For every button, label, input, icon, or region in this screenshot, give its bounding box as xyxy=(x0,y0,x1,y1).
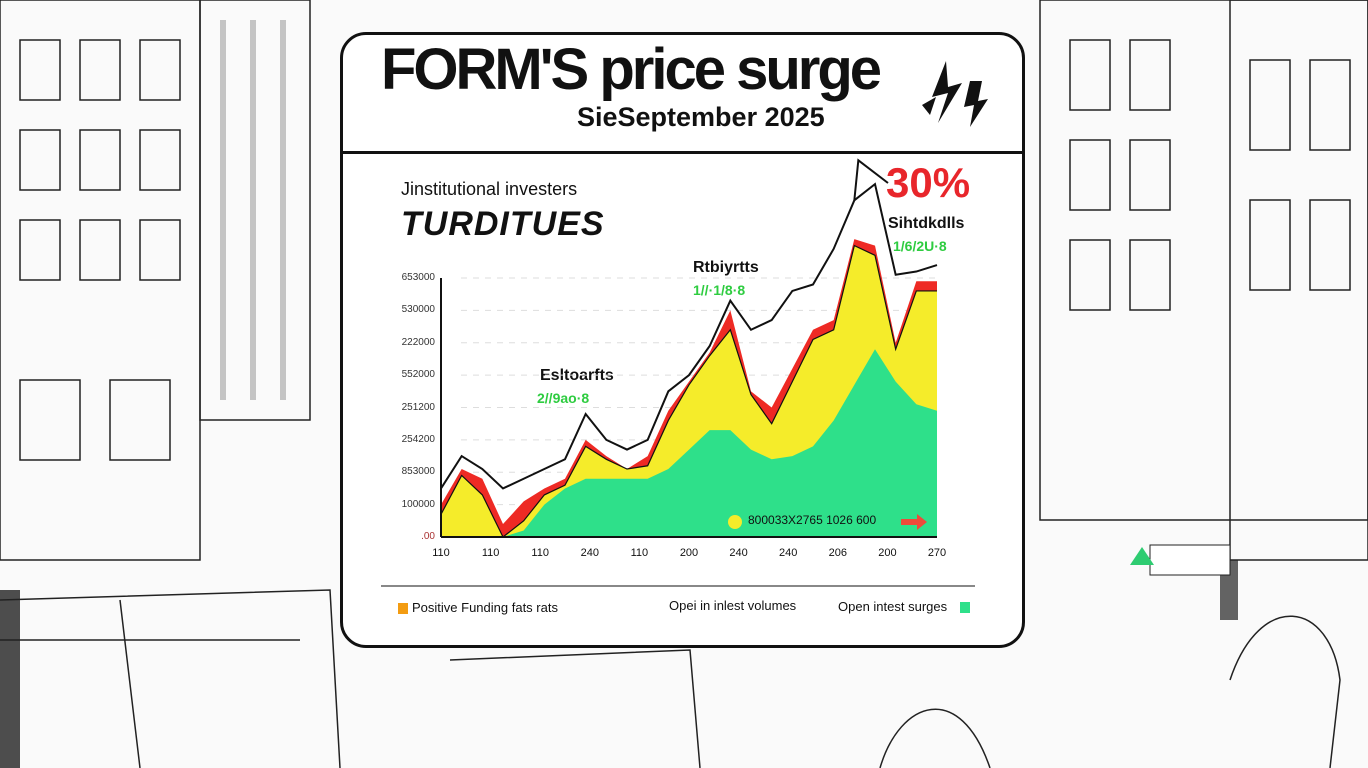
note-dot-icon xyxy=(728,515,742,529)
y-tick-label: 530000 xyxy=(401,304,435,316)
annotation-label: Esltoarfts xyxy=(540,367,614,384)
page-subtitle: SieSeptember 2025 xyxy=(577,102,825,132)
inline-note: 800033X2765 1026 600 xyxy=(748,513,877,527)
chart-card: FORM'S price surge SieSeptember 2025 Jin… xyxy=(340,32,1025,648)
y-tick-label: .00 xyxy=(421,531,435,542)
page-title: FORM'S price surge xyxy=(381,37,882,102)
y-tick-label: 100000 xyxy=(401,498,435,510)
annotation-label: Rtbiyrtts xyxy=(693,259,759,276)
highlight-percent: 30% xyxy=(886,159,971,206)
legend-item: Open intest surges xyxy=(838,599,948,614)
y-tick-label: 552000 xyxy=(401,369,435,381)
x-tick-label: 200 xyxy=(878,547,897,559)
chart-plot xyxy=(440,158,938,538)
legend-swatch xyxy=(398,603,408,614)
x-tick-label: 110 xyxy=(481,547,500,559)
annotation-value: 1//·1/8·8 xyxy=(693,282,746,298)
x-tick-label: 110 xyxy=(432,547,450,559)
legend-item: Positive Funding fats rats xyxy=(412,600,558,615)
x-tick-label: 110 xyxy=(531,547,549,559)
x-tick-label: 200 xyxy=(679,547,699,559)
y-tick-label: 254200 xyxy=(401,433,435,445)
x-tick-label: 240 xyxy=(779,547,798,559)
x-tick-label: 206 xyxy=(828,547,847,559)
lightning-logo-icon xyxy=(922,61,988,127)
series-area-edge xyxy=(440,244,937,538)
red-arrow-icon xyxy=(901,514,927,530)
legend-swatch xyxy=(960,602,970,613)
y-tick-label: 251200 xyxy=(401,401,435,413)
panel-subheading: TURDITUES xyxy=(401,205,605,243)
y-tick-label: 853000 xyxy=(401,466,435,478)
y-tick-label: 653000 xyxy=(401,272,435,283)
y-tick-label: 222000 xyxy=(401,336,435,348)
panel-heading: Jinstitutional investers xyxy=(401,179,578,199)
annotation-value: 1/6/2U·8 xyxy=(893,238,947,254)
annotation-value: 2//9ao·8 xyxy=(537,390,590,406)
x-tick-label: 240 xyxy=(580,547,599,559)
x-tick-label: 240 xyxy=(729,547,748,559)
annotation-label: Sihtdkdlls xyxy=(888,215,965,232)
legend-divider xyxy=(381,585,975,587)
callout-line xyxy=(853,158,889,201)
series-area xyxy=(441,349,937,537)
x-tick-label: 270 xyxy=(927,547,947,559)
x-tick-label: 110 xyxy=(630,547,649,559)
legend-item: Opei in inlest volumes xyxy=(669,598,797,613)
header-divider xyxy=(343,151,1022,154)
